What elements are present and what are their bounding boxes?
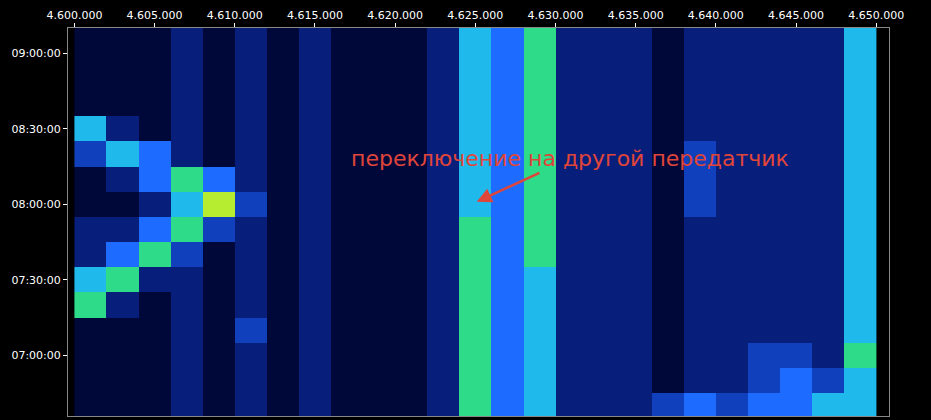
svg-text:4.650.000: 4.650.000 (848, 9, 904, 22)
svg-text:08:30:00: 08:30:00 (11, 123, 60, 136)
svg-text:4.630.000: 4.630.000 (527, 9, 583, 22)
svg-text:4.620.000: 4.620.000 (367, 9, 423, 22)
svg-text:4.635.000: 4.635.000 (608, 9, 664, 22)
svg-text:08:00:00: 08:00:00 (11, 198, 60, 211)
svg-text:4.610.000: 4.610.000 (207, 9, 263, 22)
svg-text:09:00:00: 09:00:00 (11, 47, 60, 60)
svg-text:4.600.000: 4.600.000 (46, 9, 102, 22)
svg-text:4.645.000: 4.645.000 (768, 9, 824, 22)
svg-text:4.605.000: 4.605.000 (127, 9, 183, 22)
svg-text:07:30:00: 07:30:00 (11, 274, 60, 287)
svg-text:4.640.000: 4.640.000 (688, 9, 744, 22)
svg-text:07:00:00: 07:00:00 (11, 349, 60, 362)
svg-text:переключение на другой передат: переключение на другой передатчик (351, 146, 789, 171)
svg-text:4.625.000: 4.625.000 (447, 9, 503, 22)
svg-text:4.615.000: 4.615.000 (287, 9, 343, 22)
